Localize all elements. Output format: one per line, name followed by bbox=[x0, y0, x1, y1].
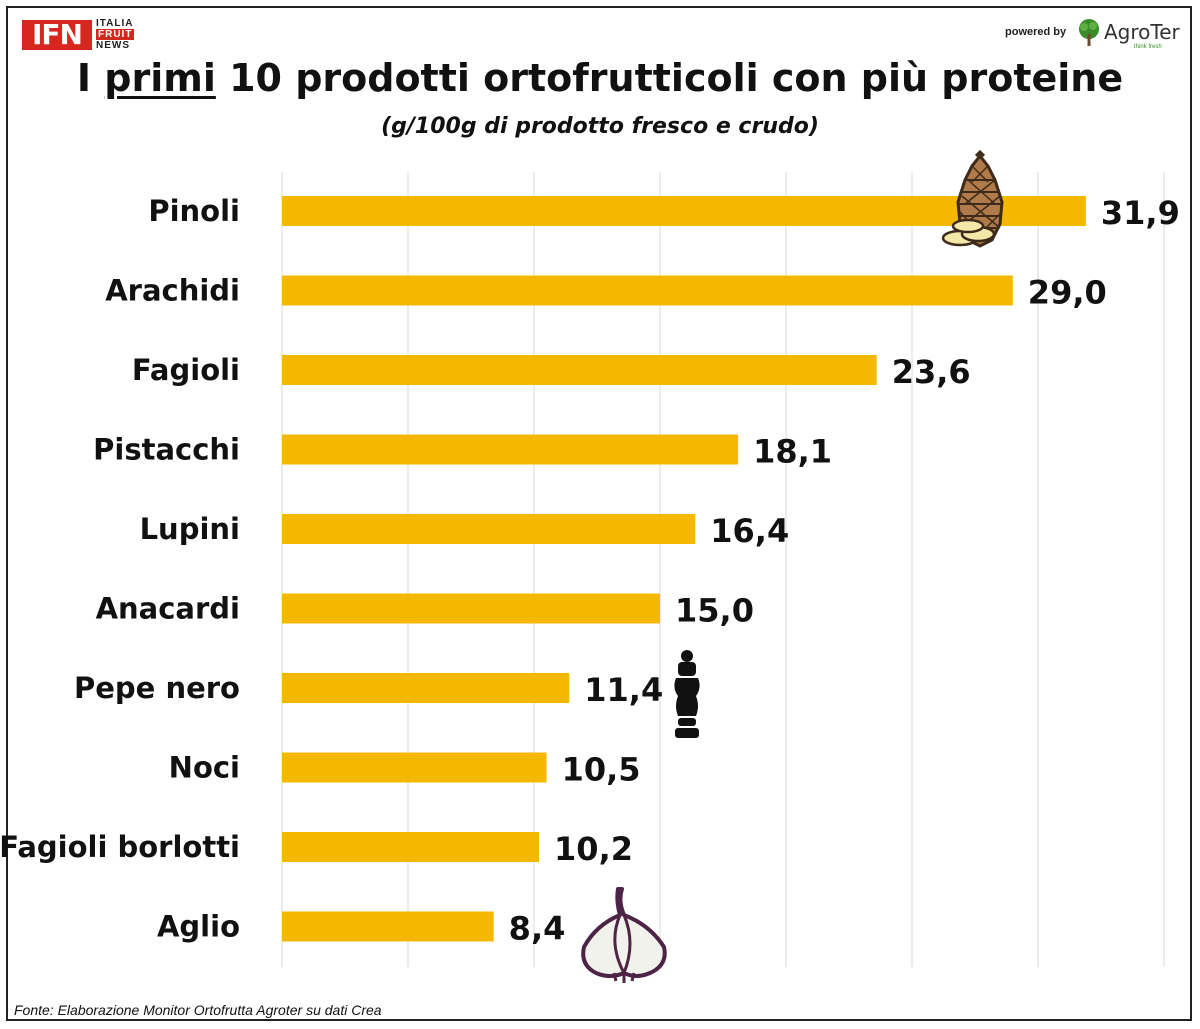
value-label: 18,1 bbox=[753, 433, 832, 471]
agroter-tagline: think fresh bbox=[1134, 44, 1162, 50]
title-part-2: 10 prodotti ortofrutticoli con più prote… bbox=[215, 56, 1124, 100]
bar-aglio bbox=[282, 911, 494, 942]
tree-icon bbox=[1079, 19, 1099, 46]
bar-chart: Pinoli 31,9 Arachidi 29,0 Fagioli 23,6 Pistacc… bbox=[0, 149, 1180, 983]
category-label: Aglio bbox=[157, 910, 240, 944]
category-label: Noci bbox=[169, 751, 240, 785]
garlic-icon bbox=[581, 887, 667, 983]
value-label: 16,4 bbox=[710, 512, 789, 550]
pinecone-icon bbox=[941, 149, 1004, 248]
bar-lupini bbox=[282, 514, 696, 544]
pepper-mill-icon bbox=[674, 650, 700, 738]
agroter-name: AgroTer bbox=[1104, 20, 1180, 44]
title-emphasis: primi bbox=[104, 56, 216, 100]
category-label: Pepe nero bbox=[74, 671, 240, 705]
category-label: Fagioli borlotti bbox=[0, 830, 240, 864]
value-label: 11,4 bbox=[584, 671, 663, 709]
category-label: Fagioli bbox=[132, 353, 240, 387]
value-label: 10,5 bbox=[562, 751, 641, 789]
chart-title: I primi 10 prodotti ortofrutticoli con p… bbox=[0, 56, 1200, 100]
value-label: 31,9 bbox=[1101, 194, 1180, 232]
value-label: 23,6 bbox=[892, 353, 971, 391]
agroter-logo: AgroTer think fresh bbox=[1076, 16, 1186, 50]
ifn-logo-line-2: FRUIT bbox=[96, 29, 135, 40]
powered-by-label: powered by bbox=[1005, 26, 1067, 38]
value-label: 29,0 bbox=[1028, 274, 1107, 312]
value-label: 15,0 bbox=[675, 592, 754, 630]
value-label: 10,2 bbox=[554, 830, 633, 868]
bar-arachidi bbox=[282, 275, 1013, 306]
bar-anacardi bbox=[282, 593, 660, 624]
category-label: Pistacchi bbox=[93, 433, 240, 467]
title-part-1: I bbox=[76, 56, 105, 100]
source-note: Fonte: Elaborazione Monitor Ortofrutta A… bbox=[14, 1002, 382, 1018]
bar-pepe-nero bbox=[282, 673, 570, 703]
ifn-logo-mark: IFN bbox=[22, 20, 92, 50]
category-label: Lupini bbox=[140, 512, 240, 546]
value-label: 8,4 bbox=[509, 910, 566, 948]
ifn-logo-lines: ITALIA FRUIT NEWS bbox=[96, 18, 156, 51]
bar-fagioli-borlotti bbox=[282, 832, 540, 862]
icon-layer bbox=[581, 149, 1004, 983]
chart-subtitle: (g/100g di prodotto fresco e crudo) bbox=[381, 114, 819, 139]
ifn-logo-line-3: NEWS bbox=[96, 40, 130, 51]
bar-fagioli bbox=[282, 355, 877, 385]
bar-pinoli bbox=[282, 196, 1086, 226]
bar-pistacchi bbox=[282, 434, 739, 465]
category-label: Arachidi bbox=[105, 274, 240, 308]
category-label: Pinoli bbox=[148, 194, 240, 228]
label-layer: Pinoli 31,9 Arachidi 29,0 Fagioli 23,6 Pistacc… bbox=[0, 194, 1180, 948]
bar-layer bbox=[282, 196, 1086, 942]
ifn-logo: IFN ITALIA FRUIT NEWS bbox=[22, 18, 147, 54]
bar-noci bbox=[282, 752, 547, 783]
chart-frame bbox=[6, 6, 1192, 1021]
category-label: Anacardi bbox=[96, 592, 240, 626]
ifn-logo-line-1: ITALIA bbox=[96, 18, 134, 29]
